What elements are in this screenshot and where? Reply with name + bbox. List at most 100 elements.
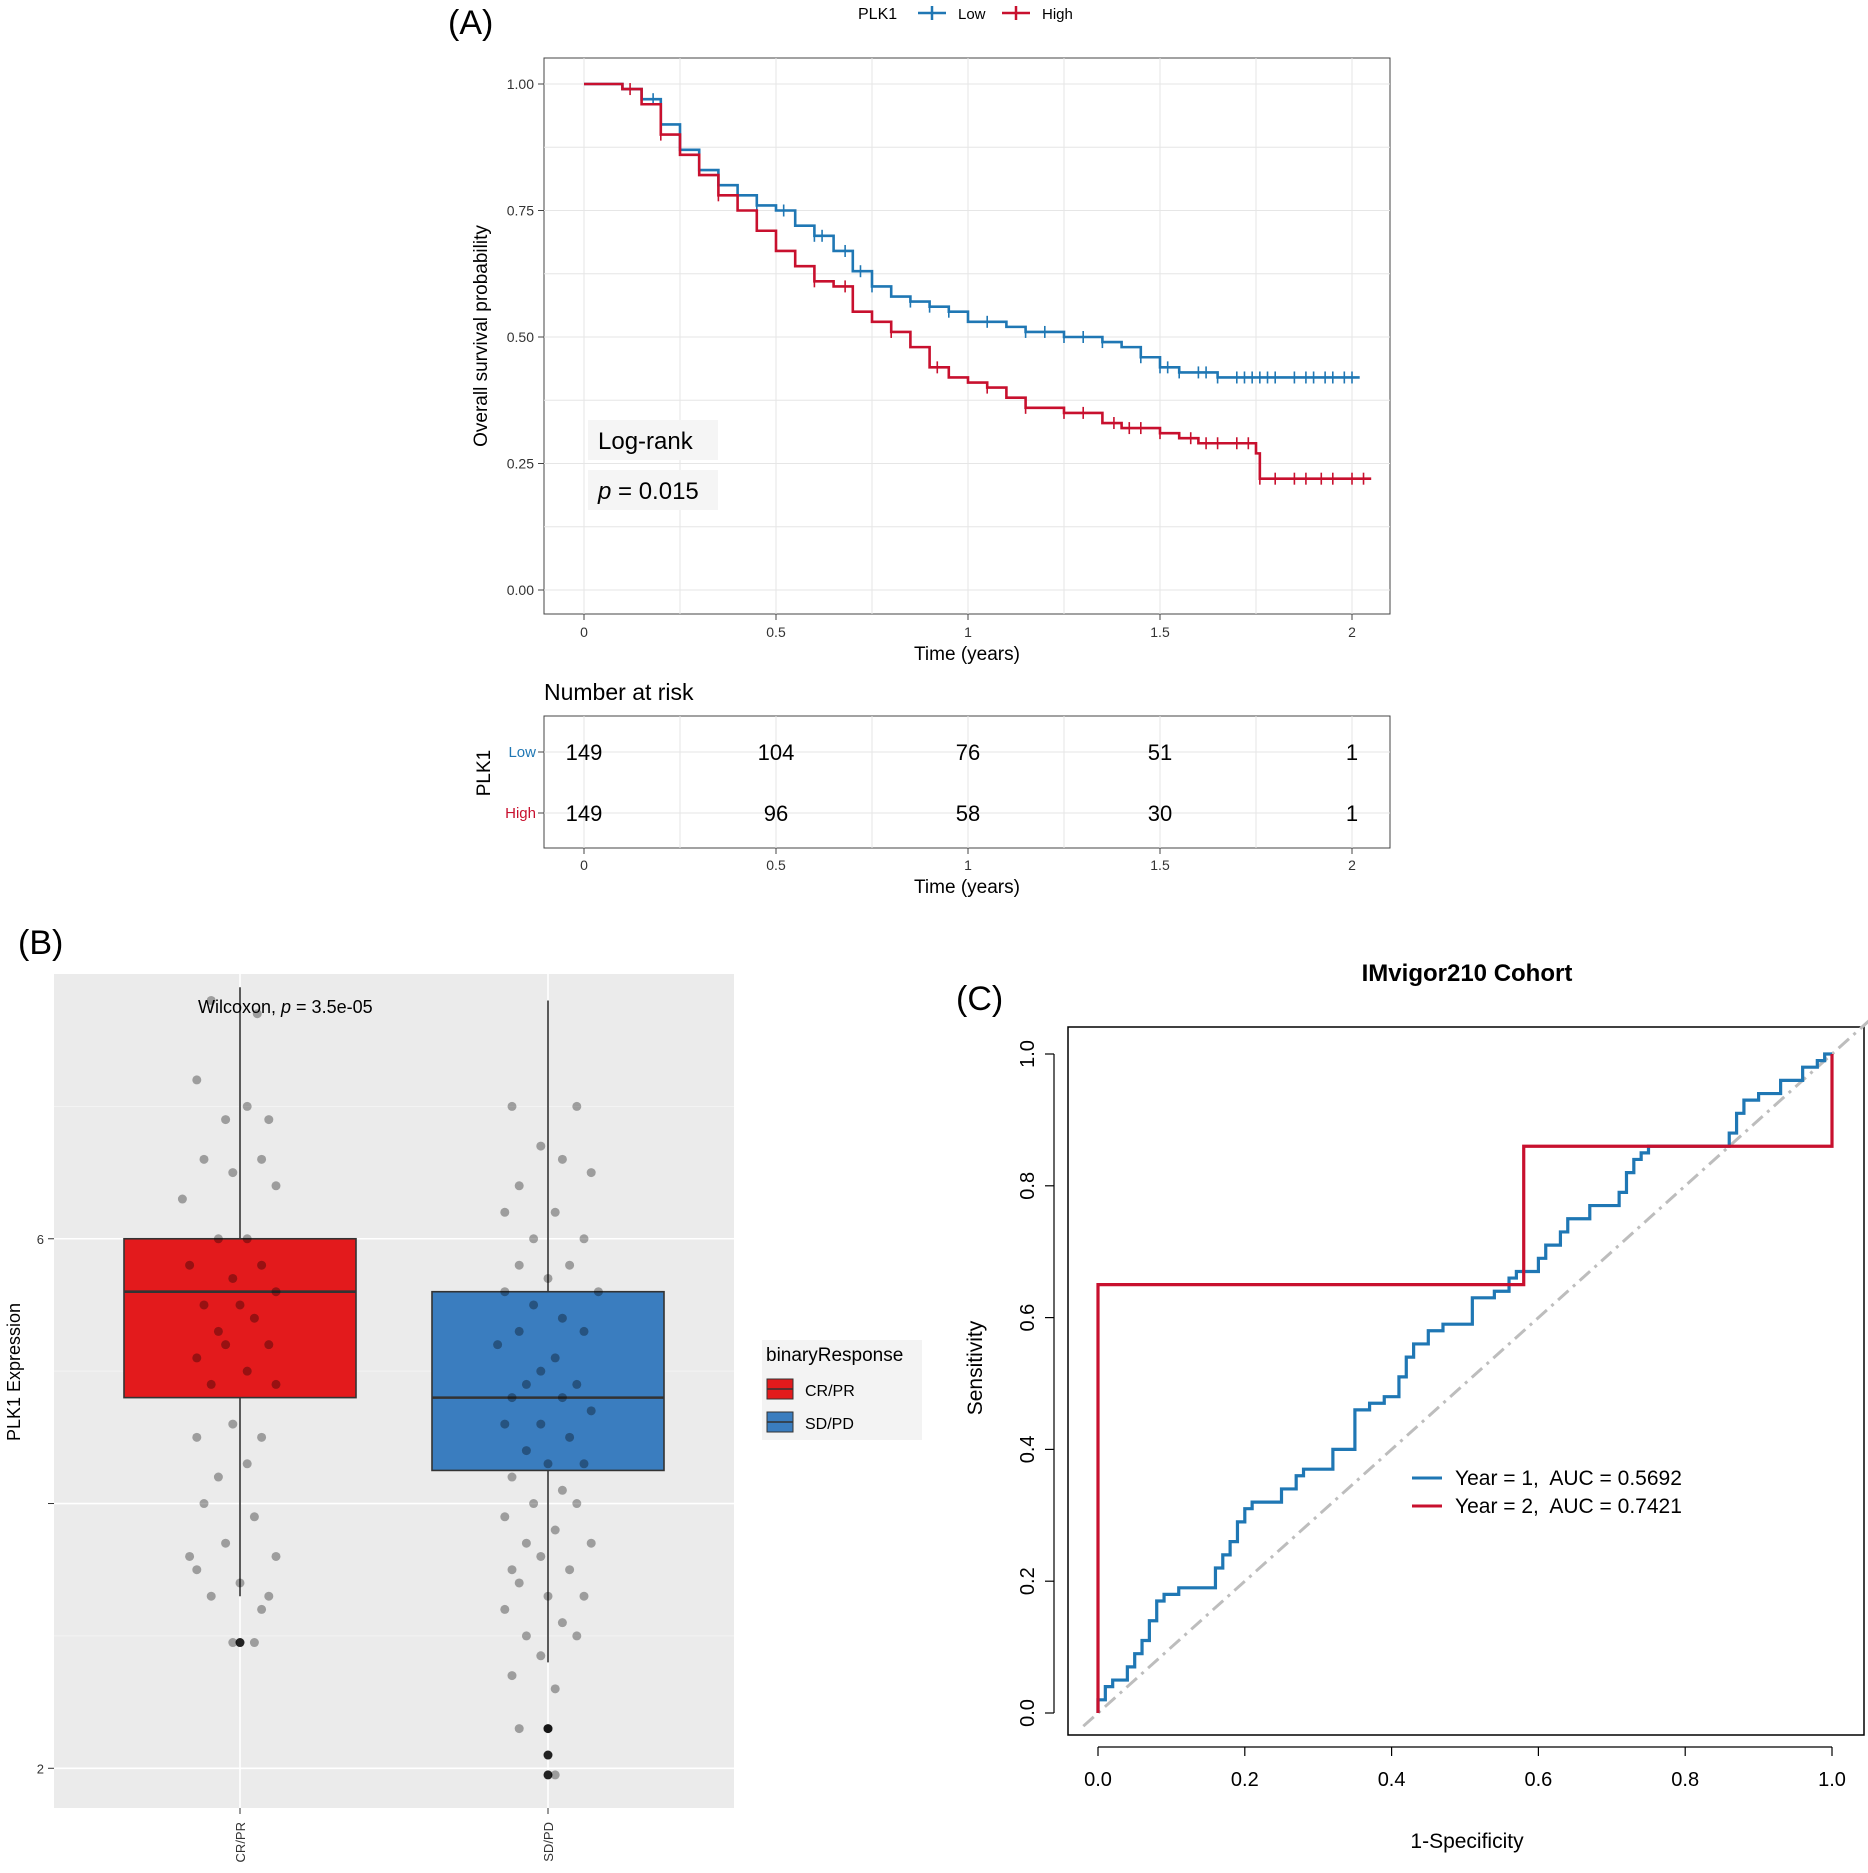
jitter-point-cr-pr [271, 1379, 281, 1389]
jitter-point-cr-pr [213, 1472, 223, 1482]
km-x-tick-label: 1.5 [1150, 624, 1170, 640]
logrank-method: Log-rank [598, 428, 694, 455]
panel-c: (C) IMvigor210 Cohort 0.0 0.2 0.4 0.6 0.8 1.0… [956, 960, 1868, 1853]
jitter-point-cr-pr [228, 1273, 238, 1283]
jitter-point-sd-pd [529, 1300, 539, 1310]
roc-legend-label-year1: Year = 1, AUC = 0.5692 [1455, 1467, 1682, 1490]
box-x-ticks: CR/PR SD/PD [233, 1808, 556, 1862]
roc-x-tick-label: 0.2 [1231, 1769, 1259, 1791]
box-legend-title: binaryResponse [766, 1345, 903, 1366]
jitter-point-cr-pr [192, 1565, 202, 1575]
risk-count-low: 51 [1148, 740, 1172, 765]
roc-y-tick-label: 0.2 [1017, 1567, 1039, 1595]
jitter-point-cr-pr [206, 1379, 216, 1389]
risk-table-area [543, 715, 1391, 849]
jitter-point-sd-pd [521, 1631, 531, 1641]
jitter-point-sd-pd [543, 1459, 553, 1469]
logrank-p: p = 0.015 [597, 478, 699, 505]
wilcoxon-prefix: Wilcoxon, [198, 997, 281, 1017]
jitter-point-sd-pd [536, 1141, 546, 1151]
jitter-point-sd-pd [500, 1512, 510, 1522]
jitter-point-sd-pd [550, 1525, 560, 1535]
panel-b-label: (B) [18, 924, 63, 962]
jitter-point-sd-pd [557, 1393, 567, 1403]
roc-x-ticks: 0.0 0.2 0.4 0.6 0.8 1.0 [1084, 1746, 1846, 1791]
jitter-point-cr-pr [271, 1551, 281, 1561]
jitter-point-sd-pd [536, 1419, 546, 1429]
jitter-point-sd-pd [593, 1287, 603, 1297]
jitter-point-sd-pd [529, 1499, 539, 1509]
jitter-point-sd-pd [507, 1393, 517, 1403]
jitter-point-sd-pd [572, 1631, 582, 1641]
jitter-point-sd-pd [579, 1326, 589, 1336]
jitter-point-cr-pr [249, 1313, 259, 1323]
risk-table-rows: Low 149 104 76 51 1 High 149 96 58 30 1 [505, 740, 1358, 826]
jitter-point-sd-pd [579, 1591, 589, 1601]
roc-x-tick-label: 0.0 [1084, 1769, 1112, 1791]
jitter-point-sd-pd [543, 1724, 553, 1734]
jitter-point-sd-pd [572, 1101, 582, 1111]
panel-c-label: (C) [956, 980, 1003, 1018]
jitter-point-cr-pr [257, 1432, 267, 1442]
wilcoxon-p-value: = 3.5e-05 [291, 997, 373, 1017]
roc-legend: Year = 1, AUC = 0.5692 Year = 2, AUC = 0… [1412, 1467, 1682, 1518]
km-x-tick-label: 0.5 [766, 624, 786, 640]
jitter-point-sd-pd [521, 1538, 531, 1548]
risk-count-high: 1 [1346, 801, 1358, 826]
box-cr-pr [123, 1237, 357, 1399]
risk-table-gridlines [544, 716, 1390, 848]
roc-x-tick-label: 1.0 [1818, 1769, 1846, 1791]
wilcoxon-annotation: Wilcoxon, p = 3.5e-05 [198, 997, 373, 1017]
risk-table-group-label: PLK1 [474, 750, 495, 796]
roc-x-tick-label: 0.6 [1524, 1769, 1552, 1791]
box-sd-pd [431, 1290, 665, 1472]
km-y-axis-label: Overall survival probability [471, 225, 492, 447]
jitter-point-cr-pr [192, 1353, 202, 1363]
box-legend: binaryResponse CR/PR SD/PD [762, 1340, 922, 1440]
km-plot-area [543, 57, 1391, 615]
jitter-point-sd-pd [543, 1591, 553, 1601]
roc-y-tick-label: 1.0 [1017, 1040, 1039, 1068]
roc-y-tick-label: 0.6 [1017, 1304, 1039, 1332]
km-y-tick-label: 0.75 [507, 203, 534, 219]
km-y-tick-label: 1.00 [507, 76, 534, 92]
jitter-point-cr-pr [206, 1591, 216, 1601]
jitter-point-cr-pr [257, 1604, 267, 1614]
risk-count-low: 149 [566, 740, 603, 765]
jitter-point-cr-pr [228, 1419, 238, 1429]
roc-y-ticks: 0.0 0.2 0.4 0.6 0.8 1.0 [1017, 1040, 1055, 1727]
jitter-point-cr-pr [185, 1260, 195, 1270]
jitter-point-cr-pr [228, 1638, 238, 1648]
jitter-point-sd-pd [514, 1578, 524, 1588]
jitter-point-cr-pr [242, 1459, 252, 1469]
jitter-point-sd-pd [550, 1207, 560, 1217]
roc-title: IMvigor210 Cohort [1362, 960, 1573, 987]
box-x-tick-label: CR/PR [233, 1822, 248, 1862]
jitter-point-sd-pd [550, 1770, 560, 1780]
risk-count-low: 76 [956, 740, 980, 765]
risk-count-high: 30 [1148, 801, 1172, 826]
outlier-point-sd-pd [543, 1750, 553, 1760]
box-groups [123, 987, 665, 1780]
risk-row-label-high: High [505, 805, 536, 822]
km-x-tick-label: 1 [964, 624, 972, 640]
jitter-point-cr-pr [235, 1578, 245, 1588]
jitter-point-sd-pd [500, 1419, 510, 1429]
jitter-point-sd-pd [536, 1551, 546, 1561]
jitter-point-sd-pd [507, 1101, 517, 1111]
jitter-point-sd-pd [572, 1499, 582, 1509]
roc-y-tick-label: 0.0 [1017, 1699, 1039, 1727]
jitter-point-cr-pr [257, 1260, 267, 1270]
km-y-tick-label: 0.00 [507, 582, 534, 598]
jitter-point-sd-pd [514, 1724, 524, 1734]
jitter-point-sd-pd [507, 1671, 517, 1681]
risk-count-low: 104 [758, 740, 795, 765]
risk-count-low: 1 [1346, 740, 1358, 765]
km-series [584, 82, 1372, 485]
jitter-point-cr-pr [213, 1326, 223, 1336]
jitter-point-sd-pd [550, 1353, 560, 1363]
jitter-point-cr-pr [199, 1499, 209, 1509]
box-y-tick-label: 2 [37, 1761, 44, 1776]
km-legend-label-low: Low [958, 6, 986, 23]
